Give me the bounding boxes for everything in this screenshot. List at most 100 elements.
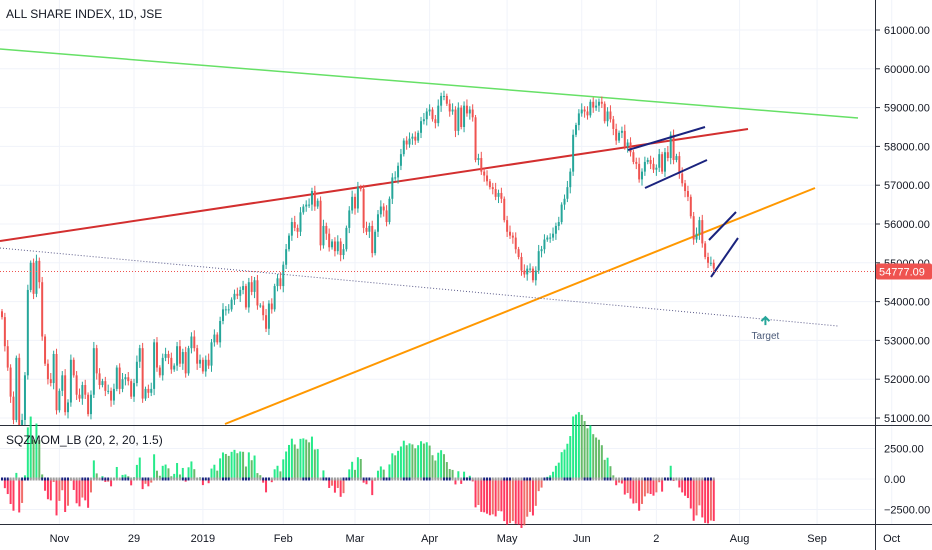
momentum-bar	[302, 438, 305, 479]
momentum-bar	[35, 423, 38, 479]
candle-body	[69, 359, 72, 403]
candle-body	[230, 299, 233, 310]
candle-body	[270, 303, 273, 310]
squeeze-dot	[684, 477, 687, 481]
momentum-bar	[431, 455, 434, 479]
target-label: Target	[752, 331, 780, 342]
squeeze-dot	[649, 477, 652, 481]
candle-body	[32, 262, 35, 294]
candle-body	[101, 381, 104, 386]
candle-body	[371, 225, 374, 254]
candle-body	[296, 227, 299, 232]
squeeze-dot	[308, 477, 311, 481]
candle-body	[508, 231, 511, 236]
price-axis[interactable]: 51000.0052000.0053000.0054000.0055000.00…	[876, 25, 930, 425]
candle-body	[170, 357, 173, 370]
momentum-bar	[308, 442, 311, 479]
momentum-bar	[216, 470, 219, 479]
momentum-bar	[397, 450, 400, 479]
time-tick-label: Mar	[346, 533, 365, 545]
squeeze-dot	[500, 477, 503, 481]
squeeze-dot	[428, 477, 431, 481]
squeeze-dot	[319, 477, 322, 481]
squeeze-dot	[580, 477, 583, 481]
squeeze-dot	[112, 477, 115, 481]
squeeze-dot	[267, 477, 270, 481]
squeeze-dot	[497, 477, 500, 481]
momentum-bar	[288, 444, 290, 479]
squeeze-dot	[652, 477, 655, 481]
channel-line[interactable]	[644, 159, 708, 189]
arrow-up-icon	[760, 315, 771, 326]
squeeze-dot	[299, 477, 302, 481]
candle-body	[176, 346, 179, 366]
squeeze-dot	[669, 477, 672, 481]
momentum-bar	[669, 465, 672, 479]
candle-body	[684, 183, 687, 192]
dotted-trend-line[interactable]	[0, 247, 839, 327]
candle-body	[141, 348, 144, 399]
squeeze-dot	[52, 477, 55, 481]
candle-body	[201, 359, 204, 372]
momentum-bar	[176, 463, 179, 479]
momentum-bar	[331, 479, 334, 486]
green-resistance-line[interactable]	[0, 48, 859, 119]
channel-line[interactable]	[627, 126, 706, 151]
candle-body	[609, 111, 612, 120]
squeeze-dot	[302, 477, 305, 481]
indicator-axis[interactable]: 2500.00 0.00 −2500.00	[884, 444, 930, 517]
momentum-bar	[336, 479, 339, 488]
squeeze-dot	[336, 477, 339, 481]
candle-body	[239, 289, 242, 296]
target-annotation[interactable]: Target	[752, 315, 780, 342]
candle-body	[583, 109, 586, 112]
squeeze-dot	[477, 477, 480, 481]
momentum-bar	[641, 479, 644, 504]
squeeze-dot	[101, 477, 104, 481]
momentum-bar	[193, 469, 196, 479]
channel-line[interactable]	[710, 237, 739, 278]
momentum-bar	[6, 479, 9, 495]
momentum-bar	[115, 466, 118, 479]
candle-body	[397, 165, 400, 178]
momentum-bar	[442, 454, 445, 479]
squeeze-dot	[262, 477, 265, 481]
candle-body	[213, 334, 216, 343]
squeeze-dot	[394, 477, 397, 481]
momentum-bar	[661, 479, 664, 492]
candle-body	[15, 357, 18, 420]
momentum-bar	[342, 479, 345, 494]
momentum-bar	[511, 479, 514, 521]
candle-body	[41, 282, 44, 337]
squeeze-dot	[695, 477, 698, 481]
squeeze-dot	[511, 477, 514, 481]
candle-body	[368, 225, 371, 232]
squeeze-dot	[282, 477, 285, 481]
squeeze-dot	[523, 477, 526, 481]
red-trend-line[interactable]	[0, 128, 749, 242]
squeeze-dot	[583, 477, 586, 481]
candle-body	[204, 359, 207, 372]
candle-body	[44, 336, 47, 364]
orange-support-line[interactable]	[224, 187, 816, 425]
candle-body	[457, 107, 460, 131]
time-axis[interactable]: Nov 29 2019 Feb Mar Apr May Jun 2 Aug Sep Oct	[50, 533, 901, 545]
momentum-bar	[210, 468, 213, 479]
candle-body	[402, 140, 405, 155]
candle-body	[107, 390, 110, 392]
candle-body	[290, 222, 293, 236]
candle-body	[345, 227, 348, 250]
momentum-bar	[701, 479, 704, 518]
time-tick-label: Jun	[573, 533, 591, 545]
candle-body	[29, 262, 32, 290]
time-tick-label: Feb	[274, 533, 293, 545]
momentum-bar	[626, 479, 629, 494]
momentum-bar	[623, 479, 626, 495]
candle-body	[293, 222, 296, 228]
candle-body	[72, 359, 75, 376]
channel-line[interactable]	[708, 211, 737, 241]
momentum-bar	[577, 412, 580, 479]
candle-body	[285, 249, 288, 265]
momentum-bar	[213, 464, 216, 479]
squeeze-dot	[104, 477, 107, 481]
